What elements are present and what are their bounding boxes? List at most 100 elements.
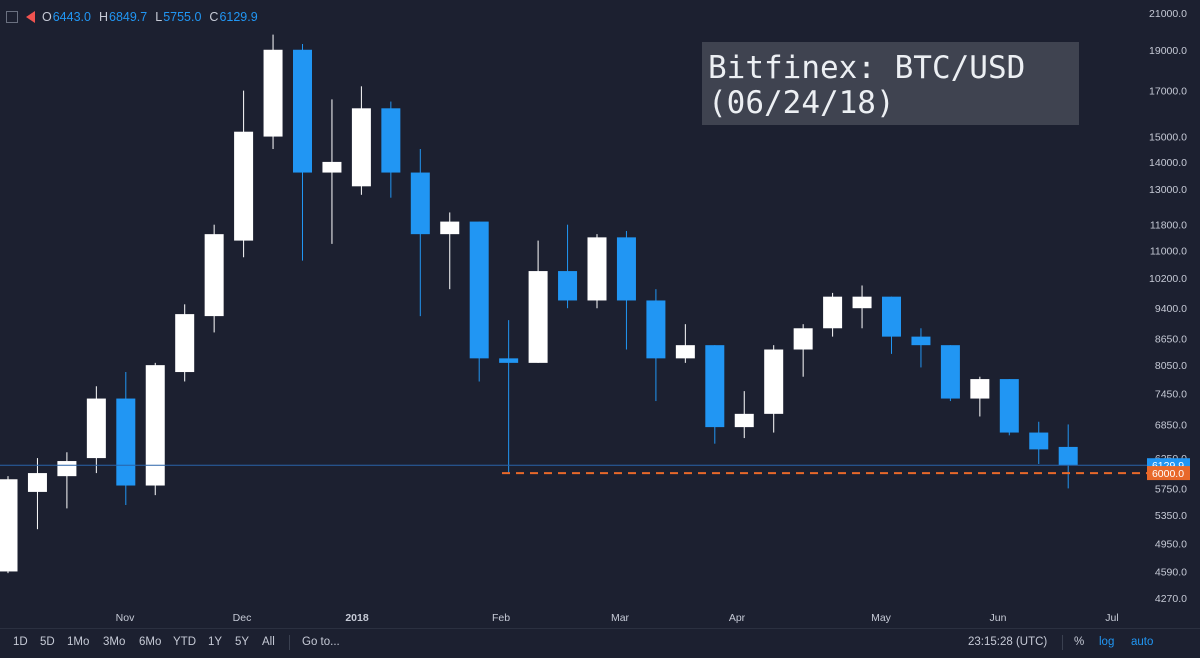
price-tick-label: 15000.0 — [1149, 132, 1187, 144]
time-tick-label: Dec — [233, 612, 252, 624]
candle-body — [734, 413, 754, 428]
price-tick-label: 11800.0 — [1150, 220, 1187, 232]
open-label: O — [42, 10, 52, 24]
range-1d-button[interactable]: 1D — [13, 636, 28, 648]
price-tick-label: 7450.0 — [1155, 389, 1187, 401]
close-value: 6129.9 — [219, 10, 258, 24]
candle — [175, 304, 195, 382]
candle — [469, 221, 489, 382]
candle — [675, 324, 695, 363]
candle-body — [351, 108, 371, 187]
time-tick-label: Feb — [492, 612, 510, 624]
range-6mo-button[interactable]: 6Mo — [139, 636, 162, 648]
auto-scale-toggle[interactable]: auto — [1131, 636, 1154, 648]
candle — [646, 289, 666, 402]
candle — [410, 149, 430, 317]
range-1y-button[interactable]: 1Y — [208, 636, 223, 648]
candlestick-chart[interactable]: 21000.0 19000.0 17000.0 15000.0 14000.0 13000… — [0, 0, 1200, 628]
candle — [381, 101, 401, 198]
price-tick-label: 4590.0 — [1155, 566, 1187, 578]
candle — [528, 240, 548, 363]
price-tick-label: 19000.0 — [1149, 45, 1187, 57]
candle — [940, 345, 960, 402]
candle-body — [675, 345, 695, 359]
candle-body — [263, 49, 283, 137]
candle-body — [381, 108, 401, 173]
candle-body — [852, 296, 872, 309]
price-tick-label: 8650.0 — [1155, 334, 1187, 346]
candle-body — [116, 398, 136, 486]
price-tick-label: 17000.0 — [1149, 86, 1187, 98]
price-axis-background[interactable] — [1147, 0, 1200, 628]
candle-body — [440, 221, 460, 235]
candle — [999, 379, 1019, 436]
candle-body — [1058, 446, 1078, 466]
candle — [0, 476, 18, 574]
candle — [499, 320, 519, 474]
price-tick-label: 11000.0 — [1150, 245, 1187, 257]
candle-body — [0, 479, 18, 572]
candle-body — [823, 296, 843, 329]
candle-body — [587, 237, 607, 301]
support-price-label: 6000.0 — [1152, 468, 1184, 480]
candle — [705, 345, 725, 444]
candle-body — [646, 300, 666, 359]
candle — [852, 285, 872, 329]
price-tick-label: 4950.0 — [1155, 539, 1187, 551]
candle — [351, 86, 371, 195]
range-all-button[interactable]: All — [262, 636, 275, 648]
toolbar-divider — [1062, 635, 1063, 650]
candle — [263, 34, 283, 150]
range-5d-button[interactable]: 5D — [40, 636, 55, 648]
high-value: 6849.7 — [109, 10, 148, 24]
candle-body — [234, 131, 254, 241]
high-label: H — [98, 10, 108, 24]
candle-body — [1029, 432, 1049, 450]
candle-body — [911, 336, 931, 346]
time-tick-label: Apr — [729, 612, 746, 624]
candle-body — [293, 49, 312, 173]
candle — [1058, 424, 1078, 489]
chart-title-box: Bitfinex: BTC/USD (06/24/18) — [702, 42, 1079, 125]
bottom-toolbar: 1D 5D 1Mo 3Mo 6Mo YTD 1Y 5Y All Go to...… — [0, 628, 1200, 658]
range-3mo-button[interactable]: 3Mo — [103, 636, 126, 648]
range-ytd-button[interactable]: YTD — [173, 636, 196, 648]
price-axis: 21000.0 19000.0 17000.0 15000.0 14000.0 13000… — [1149, 8, 1187, 605]
candle — [1029, 421, 1049, 465]
exchange-flag-icon — [26, 11, 35, 23]
clock-readout[interactable]: 23:15:28 (UTC) — [968, 636, 1048, 648]
candle — [911, 328, 931, 368]
support-badge: 6000.0 — [1147, 466, 1190, 481]
open-value: 6443.0 — [52, 10, 91, 24]
price-tick-label: 6850.0 — [1155, 419, 1187, 431]
time-tick-label: May — [871, 612, 892, 624]
candle-body — [793, 328, 813, 350]
range-1mo-button[interactable]: 1Mo — [67, 636, 90, 648]
candle-body — [145, 365, 165, 486]
price-tick-label: 21000.0 — [1149, 8, 1187, 20]
candle — [440, 212, 460, 290]
candle — [793, 324, 813, 377]
time-tick-label: Mar — [611, 612, 630, 624]
candle-body — [940, 345, 960, 399]
collapse-legend-icon[interactable] — [6, 11, 18, 23]
candle — [823, 292, 843, 337]
price-tick-label: 14000.0 — [1149, 157, 1187, 169]
price-tick-label: 5350.0 — [1155, 510, 1187, 522]
candle-body — [204, 234, 224, 317]
range-5y-button[interactable]: 5Y — [235, 636, 250, 648]
candle-body — [882, 296, 901, 337]
ohlc-legend: O 6443.0 H 6849.7 L 5755.0 C 6129.9 — [6, 8, 266, 26]
log-scale-toggle[interactable]: log — [1099, 636, 1115, 648]
percent-scale-toggle[interactable]: % — [1074, 636, 1085, 648]
goto-date-button[interactable]: Go to... — [302, 636, 340, 648]
time-tick-label: 2018 — [345, 612, 369, 624]
candle — [764, 345, 784, 433]
candle — [27, 458, 47, 530]
candle-body — [410, 172, 430, 235]
time-axis: Nov Dec 2018 Feb Mar Apr May Jun Jul — [116, 612, 1119, 624]
price-tick-label: 4270.0 — [1155, 593, 1187, 605]
candle-body — [970, 379, 990, 399]
price-tick-label: 13000.0 — [1149, 184, 1187, 196]
candle — [322, 99, 342, 244]
